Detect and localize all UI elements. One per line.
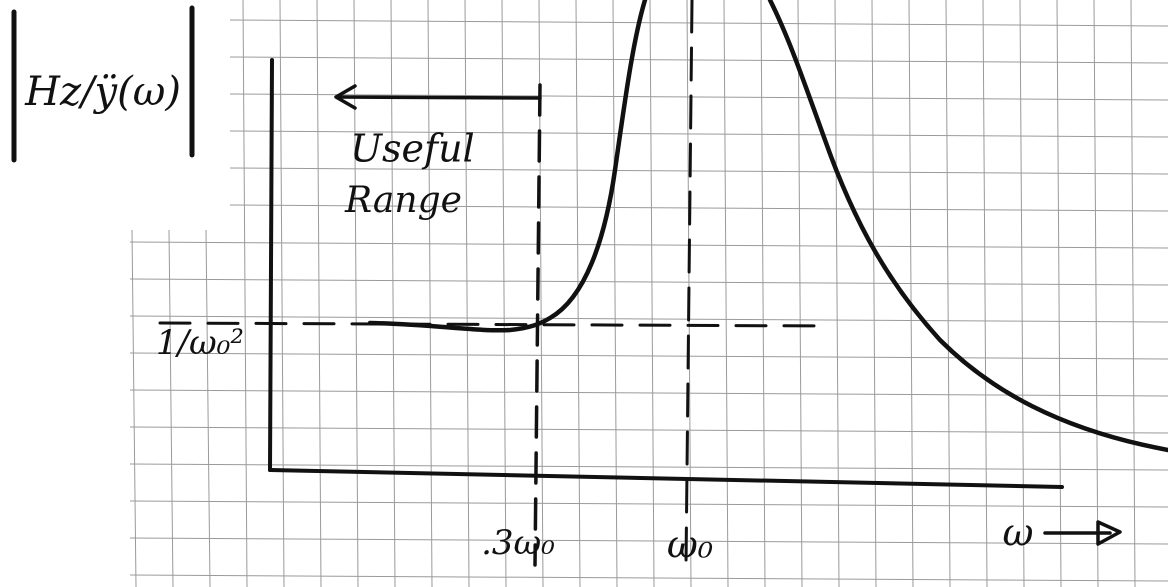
y-axis xyxy=(270,60,272,470)
grid-line xyxy=(130,353,1168,359)
y-marker-label: 1/ω₀² xyxy=(156,323,244,363)
grid-line xyxy=(613,0,617,587)
grid-line xyxy=(230,57,1168,63)
grid-line xyxy=(1131,0,1135,587)
x-marker-label: .3ω₀ xyxy=(481,523,555,563)
response-curve xyxy=(370,0,1168,450)
grid-line xyxy=(761,0,765,587)
grid-line xyxy=(724,0,728,587)
diagram: Hz/ÿ(ω) Useful Range 1/ω₀² .3ω₀ ω₀ ω xyxy=(0,0,1168,587)
grid-line xyxy=(1057,0,1061,587)
y-axis-label: Hz/ÿ(ω) xyxy=(24,69,181,115)
grid-paper xyxy=(130,0,1168,587)
grid-line xyxy=(428,0,432,587)
low-frequency-level xyxy=(160,323,830,326)
grid-line xyxy=(206,230,210,587)
grid-line xyxy=(983,0,987,587)
grid-line xyxy=(230,20,1168,26)
grid-line xyxy=(650,0,654,587)
grid-line xyxy=(1094,0,1098,587)
grid-line xyxy=(169,230,173,587)
grid-line xyxy=(946,0,950,587)
grid-line xyxy=(243,0,247,587)
grid-line xyxy=(130,575,1168,581)
grid-line xyxy=(502,0,506,587)
annotation-line2: Range xyxy=(344,180,462,221)
x-marker-label: ω₀ xyxy=(667,523,713,567)
grid-line xyxy=(130,242,1168,248)
grid-line xyxy=(132,230,136,587)
grid-line xyxy=(1020,0,1024,587)
grid-line xyxy=(317,0,321,587)
grid-line xyxy=(872,0,876,587)
grid-line xyxy=(130,279,1168,285)
grid-line xyxy=(909,0,913,587)
grid-line xyxy=(391,0,395,587)
grid-line xyxy=(280,0,284,587)
grid-line xyxy=(465,0,469,587)
x-axis-label: ω xyxy=(1003,511,1034,555)
annotation-line1: Useful xyxy=(350,127,475,171)
grid-line xyxy=(130,316,1168,322)
grid-line xyxy=(130,501,1168,507)
grid-line xyxy=(798,0,802,587)
grid-line xyxy=(835,0,839,587)
x-axis xyxy=(270,470,1062,487)
range-arrow xyxy=(340,97,540,98)
grid-line xyxy=(130,427,1168,433)
